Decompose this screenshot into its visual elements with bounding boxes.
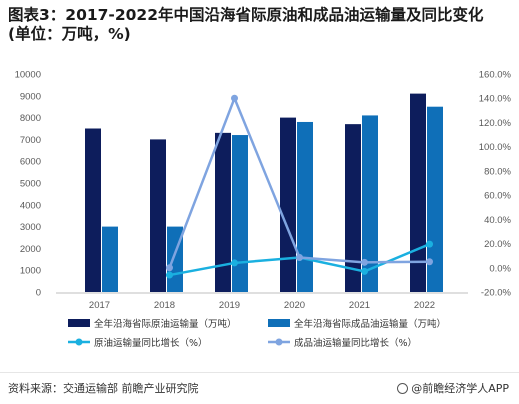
point-refined-growth [426,258,433,266]
y-left-tick-label: 3000 [20,222,41,233]
legend-label: 原油运输量同比增长（%） [94,337,208,349]
legend-swatch-marker [275,338,283,346]
bar-crude-oil [345,124,361,292]
y-left-tick-label: 8000 [20,113,41,124]
footer-divider [0,372,519,373]
point-refined-growth [296,253,303,261]
legend-label: 成品油运输量同比增长（%） [294,337,417,349]
y-right-tick-label: 140.0% [479,94,512,105]
y-right-tick-label: 160.0% [479,70,512,81]
y-right-tick-label: 40.0% [484,215,511,226]
legend-swatch-bar [68,319,90,327]
bar-crude-oil [85,128,101,292]
chart-title-line2: (单位：万吨，%) [8,25,131,43]
y-right-tick-label: -20.0% [481,288,512,299]
legend-swatch-bar [268,319,290,327]
point-crude-growth [426,240,433,248]
point-crude-growth [166,271,173,279]
y-left-tick-label: 9000 [20,91,41,102]
bar-crude-oil [410,93,426,293]
bar-refined-oil [232,135,248,292]
y-right-tick-label: 80.0% [484,166,511,177]
y-left-tick-label: 5000 [20,179,41,190]
x-tick-label: 2019 [219,300,240,311]
x-tick-label: 2018 [154,300,175,311]
bar-crude-oil [150,139,166,292]
point-refined-growth [166,264,173,272]
y-right-tick-label: 100.0% [479,142,512,153]
y-right-tick-label: 0.0% [489,263,511,274]
y-left-tick-label: 10000 [15,70,41,81]
y-left-tick-label: 4000 [20,200,41,211]
source-note: 资料来源：交通运输部 前瞻产业研究院 [8,382,199,395]
brand-text: @前瞻经济学人APP [411,382,509,395]
chart-title: 图表3：2017-2022年中国沿海省际原油和成品油运输量及同比变化 (单位：万… [8,6,513,44]
bar-refined-oil [297,121,313,293]
y-right-tick-label: 20.0% [484,239,511,250]
legend-label: 全年沿海省际原油运输量（万吨） [94,318,237,330]
bar-crude-oil [280,117,296,292]
y-left-tick-label: 2000 [20,244,41,255]
x-tick-label: 2022 [414,300,435,311]
brand-watermark: @前瞻经济学人APP [397,380,509,396]
bar-crude-oil [215,132,231,292]
y-right-tick-label: 120.0% [479,118,512,129]
point-crude-growth [361,267,368,275]
brand-logo-icon [397,383,409,394]
x-tick-label: 2017 [89,300,110,311]
point-refined-growth [231,94,238,102]
legend-swatch-marker [75,338,83,346]
bar-refined-oil [362,115,378,292]
chart-canvas: 0 1000 2000 3000 4000 5000 6000 7000 8000 9000 100… [15,70,512,350]
y-left-tick-label: 1000 [20,266,41,277]
bar-refined-oil [102,226,118,292]
legend-label: 全年沿海省际成品油运输量（万吨） [294,318,446,330]
y-left-tick-label: 6000 [20,157,41,168]
point-refined-growth [361,258,368,266]
y-right-tick-label: 60.0% [484,191,511,202]
chart-title-line1: 图表3：2017-2022年中国沿海省际原油和成品油运输量及同比变化 [8,6,484,24]
y-left-tick-label: 7000 [20,135,41,146]
point-crude-growth [231,259,238,267]
y-left-tick-label: 0 [36,288,41,299]
x-tick-label: 2020 [284,300,305,311]
x-tick-label: 2021 [349,300,370,311]
